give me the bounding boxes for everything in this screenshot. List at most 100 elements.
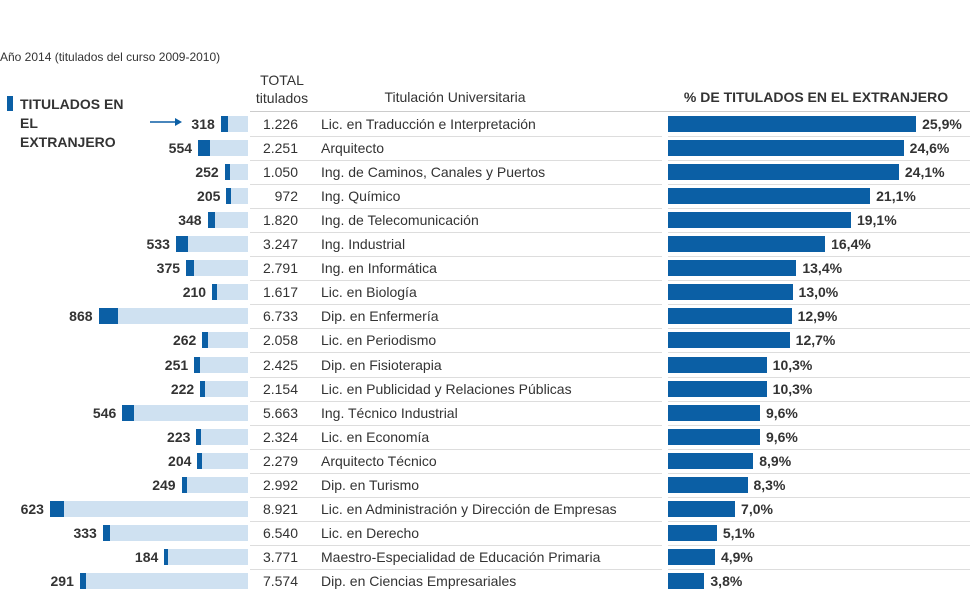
category-label: Dip. en Turismo xyxy=(321,476,420,493)
percent-bar xyxy=(668,572,705,589)
percent-label: 7,0% xyxy=(741,500,773,517)
percent-label: 12,9% xyxy=(797,308,838,325)
abroad-bar xyxy=(202,332,209,349)
row-rule xyxy=(668,568,970,570)
row-rule xyxy=(668,328,970,330)
abroad-bar xyxy=(102,524,111,541)
row-rule xyxy=(668,160,970,162)
abroad-bar xyxy=(181,476,188,493)
total-bar xyxy=(181,476,248,493)
total-label: 1.050 xyxy=(262,164,298,181)
percent-bar xyxy=(668,212,851,229)
total-label: 3.247 xyxy=(262,236,298,253)
percent-bar xyxy=(668,164,899,181)
percent-bar xyxy=(668,548,715,565)
total-bar xyxy=(98,308,248,325)
row-rule xyxy=(250,304,662,306)
category-label: Lic. en Economía xyxy=(321,428,430,445)
percent-bar xyxy=(668,404,760,421)
category-header: Titulación Universitaria xyxy=(384,89,526,105)
abroad-bar xyxy=(224,164,231,181)
abroad-label: 222 xyxy=(170,380,195,397)
row-rule xyxy=(668,304,970,306)
total-bar xyxy=(202,332,248,349)
percent-label: 13,0% xyxy=(798,284,839,301)
percent-label: 10,3% xyxy=(772,380,813,397)
abroad-bar xyxy=(198,140,211,157)
percent-bar xyxy=(668,308,792,325)
row-rule xyxy=(668,448,970,450)
row-rule xyxy=(250,352,662,354)
abroad-label: 204 xyxy=(168,452,192,469)
total-bar xyxy=(49,500,248,517)
row-rule xyxy=(250,448,662,450)
subtitle: Año 2014 (titulados del curso 2009-2010) xyxy=(0,50,221,64)
total-label: 1.820 xyxy=(262,212,298,229)
row-rule xyxy=(668,256,970,258)
total-bar xyxy=(226,188,248,205)
abroad-label: 251 xyxy=(164,356,189,373)
total-label: 2.251 xyxy=(262,140,298,157)
category-label: Lic. en Biología xyxy=(321,284,417,301)
total-bar xyxy=(175,236,248,253)
category-label: Ing. Químico xyxy=(321,188,401,205)
percent-label: 8,3% xyxy=(753,476,786,493)
category-label: Ing. Técnico Industrial xyxy=(321,404,458,421)
abroad-label: 210 xyxy=(182,284,207,301)
abroad-bar xyxy=(220,116,228,132)
percent-bar xyxy=(668,452,754,469)
category-label: Maestro-Especialidad de Educación Primar… xyxy=(321,548,601,565)
abroad-label: 546 xyxy=(92,404,117,421)
row-rule xyxy=(250,160,662,162)
row-rule xyxy=(668,496,970,498)
total-bar xyxy=(79,572,248,589)
abroad-bar xyxy=(98,308,118,325)
total-label: 2.154 xyxy=(262,380,298,397)
abroad-bar xyxy=(175,236,188,253)
category-label: Lic. en Periodismo xyxy=(321,332,437,349)
abroad-bar xyxy=(194,356,200,373)
row-rule xyxy=(668,424,970,426)
percent-label: 5,1% xyxy=(722,524,755,541)
percent-label: 24,6% xyxy=(909,140,950,157)
total-bar xyxy=(122,404,248,421)
abroad-bar xyxy=(186,260,195,277)
total-label: 3.771 xyxy=(262,548,298,565)
row-rule xyxy=(668,472,970,474)
total-label: 972 xyxy=(274,188,298,205)
row-rule xyxy=(250,424,662,426)
percent-bar xyxy=(668,356,767,373)
category-label: Arquitecto xyxy=(321,140,385,157)
row-rule xyxy=(668,376,970,378)
abroad-label: 868 xyxy=(69,308,93,325)
row-rule xyxy=(250,376,662,378)
percent-bar xyxy=(668,500,736,517)
abroad-bar xyxy=(197,452,202,469)
row-rule xyxy=(668,520,970,522)
total-label: 7.574 xyxy=(262,572,298,589)
row-rule xyxy=(250,136,662,138)
abroad-label: 291 xyxy=(50,572,74,589)
percent-label: 9,6% xyxy=(765,428,798,445)
category-label: Ing. en Informática xyxy=(321,260,437,277)
percent-label: 8,9% xyxy=(759,452,792,469)
row-rule xyxy=(250,544,662,546)
abroad-bar xyxy=(212,284,217,301)
category-label: Dip. en Fisioterapia xyxy=(321,356,442,373)
abroad-label: 184 xyxy=(134,548,159,565)
total-label: 2.791 xyxy=(262,260,298,277)
percent-bar xyxy=(668,284,793,301)
row-rule xyxy=(250,232,662,234)
total-bar xyxy=(207,212,248,229)
abroad-label: 333 xyxy=(73,524,97,541)
percent-bar xyxy=(668,428,760,445)
total-bar xyxy=(186,260,248,277)
row-rule xyxy=(250,568,662,570)
row-rule xyxy=(668,232,970,234)
category-label: Arquitecto Técnico xyxy=(321,452,437,469)
category-label: Ing. de Caminos, Canales y Puertos xyxy=(321,164,546,181)
row-rule xyxy=(250,520,662,522)
legend-label: TITULADOS EN EL EXTRANJERO xyxy=(20,96,124,150)
percent-label: 13,4% xyxy=(802,260,843,277)
